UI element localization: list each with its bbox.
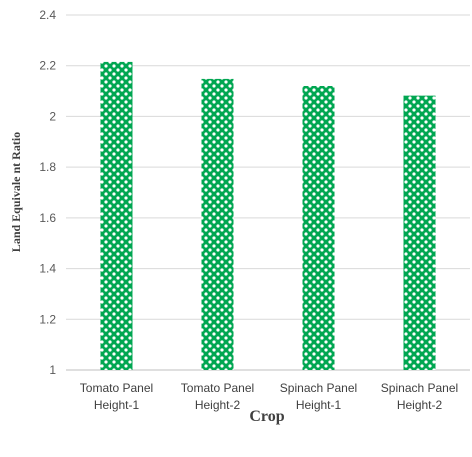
bar	[302, 86, 335, 370]
y-tick-label: 1	[49, 363, 56, 377]
y-tick-label: 1.2	[39, 312, 56, 326]
x-axis-categories: Tomato Panel Height-1 Tomato Panel Height-2…	[80, 381, 458, 412]
x-tick-label: Spinach Panel Height-2	[381, 381, 458, 412]
x-axis-label: Crop	[249, 408, 284, 425]
x-tick-label: Tomato Panel Height-2	[181, 381, 254, 412]
y-axis-label: Land Equivale nt Ratio	[9, 132, 23, 252]
bars	[100, 61, 436, 371]
y-tick-label: 1.4	[39, 262, 56, 276]
y-tick-label: 2.2	[39, 59, 56, 73]
bar	[201, 78, 234, 371]
y-tick-label: 2	[49, 109, 56, 123]
gridlines	[66, 14, 470, 371]
y-tick-label: 1.6	[39, 211, 56, 225]
y-tick-label: 2.4	[39, 8, 56, 22]
y-axis-ticks: 1 1.2 1.4 1.6 1.8 2 2.2 2.4	[39, 8, 56, 377]
x-tick-label: Spinach Panel Height-1	[280, 381, 357, 412]
bar	[100, 61, 133, 371]
y-tick-label: 1.8	[39, 160, 56, 174]
x-tick-label: Tomato Panel Height-1	[80, 381, 153, 412]
bar	[403, 95, 436, 370]
